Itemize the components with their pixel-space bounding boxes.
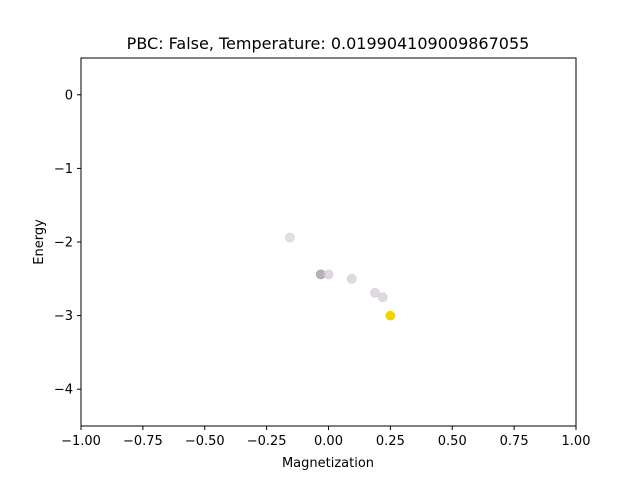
x-tick-label: −0.75 [123, 434, 163, 449]
x-tick-label: −0.50 [185, 434, 225, 449]
y-axis-ticks: 0 −1 −2 −3 −4 [54, 88, 81, 398]
x-axis-label: Magnetization [282, 456, 374, 471]
y-tick-label: −2 [54, 236, 73, 251]
chart-title: PBC: False, Temperature: 0.0199041090098… [127, 34, 530, 53]
x-tick-label: 0.50 [438, 434, 467, 449]
scatter-point [284, 232, 295, 243]
y-tick-label: 0 [65, 88, 73, 103]
scatter-point [377, 292, 388, 303]
scatter-point [370, 287, 380, 298]
x-tick-label: 1.00 [562, 434, 591, 449]
scatter-point [323, 269, 334, 280]
y-tick-label: −4 [54, 383, 73, 398]
x-tick-label: −0.25 [247, 434, 287, 449]
points-layer [284, 232, 396, 321]
y-tick-label: −3 [54, 309, 73, 324]
y-tick-label: −1 [54, 162, 73, 177]
x-axis-ticks: −1.00 −0.75 −0.50 −0.25 0.00 0.25 0.50 0.75 1.00 [61, 426, 590, 449]
x-tick-label: 0.00 [314, 434, 343, 449]
x-tick-label: 0.25 [376, 434, 405, 449]
y-axis-label: Energy [32, 219, 47, 265]
scatter-point [346, 273, 357, 284]
scatter-point [385, 310, 396, 321]
x-tick-label: 0.75 [500, 434, 529, 449]
x-tick-label: −1.00 [61, 434, 101, 449]
